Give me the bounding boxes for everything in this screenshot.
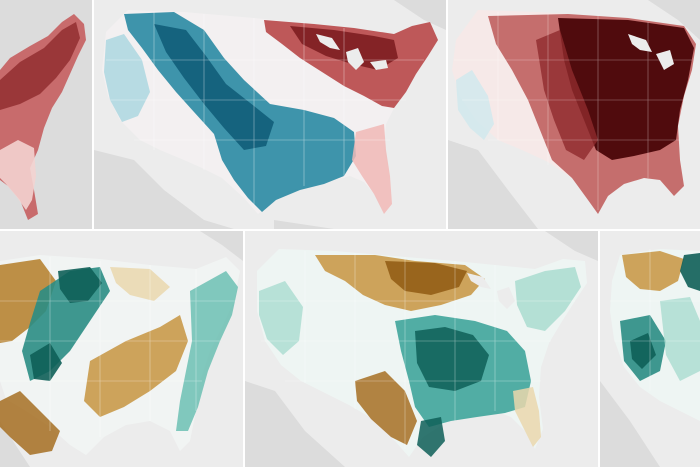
dry-anomaly bbox=[622, 251, 684, 291]
cool-anomaly-core bbox=[154, 24, 274, 150]
neighbor-land bbox=[600, 381, 660, 467]
map-panel-bottom-center bbox=[245, 231, 598, 467]
wet-anomaly-core bbox=[415, 327, 489, 457]
map-panel-top-left bbox=[0, 0, 92, 229]
neighbor-land bbox=[245, 231, 598, 467]
dry-southeast bbox=[513, 387, 541, 447]
dry-anomaly-southwest bbox=[355, 371, 417, 445]
dry-anomaly-3 bbox=[0, 391, 60, 455]
neighbor-land bbox=[448, 0, 700, 229]
dry-light-north bbox=[110, 267, 170, 301]
wet-light-west bbox=[259, 281, 303, 355]
state-borders bbox=[610, 249, 700, 391]
dry-anomaly-core bbox=[385, 261, 467, 295]
dry-anomaly-2 bbox=[84, 315, 188, 417]
great-lakes bbox=[628, 34, 674, 70]
wet-light-northeast bbox=[515, 267, 581, 331]
great-lakes bbox=[467, 273, 515, 309]
heat-core bbox=[0, 22, 80, 110]
neighbor-land bbox=[94, 0, 446, 229]
state-borders bbox=[257, 251, 575, 449]
map-panel-top-center bbox=[94, 0, 446, 229]
temperature-anomaly-map-top-left bbox=[0, 0, 92, 229]
temperature-anomaly-map-top-center bbox=[94, 0, 446, 229]
precipitation-anomaly-map-bottom-left bbox=[0, 231, 243, 467]
heat-light bbox=[0, 140, 36, 210]
wet-light bbox=[660, 297, 700, 381]
state-borders bbox=[0, 257, 236, 437]
precipitation-anomaly-map-bottom-right bbox=[600, 231, 700, 467]
cool-patch-west bbox=[456, 70, 494, 140]
temperature-anomaly-map-top-right bbox=[448, 0, 700, 229]
wet-anomaly-core bbox=[30, 267, 102, 381]
map-panel-top-right bbox=[448, 0, 700, 229]
warm-anomaly-mid bbox=[536, 30, 598, 160]
map-panel-bottom-left bbox=[0, 231, 243, 467]
wet-anomaly-core bbox=[630, 253, 700, 369]
wet-anomaly-east bbox=[176, 271, 238, 431]
great-lakes bbox=[316, 34, 388, 70]
state-borders bbox=[106, 12, 424, 205]
precipitation-anomaly-map-bottom-center bbox=[245, 231, 598, 467]
map-panel-bottom-right bbox=[600, 231, 700, 467]
warm-light-southeast bbox=[352, 124, 392, 214]
